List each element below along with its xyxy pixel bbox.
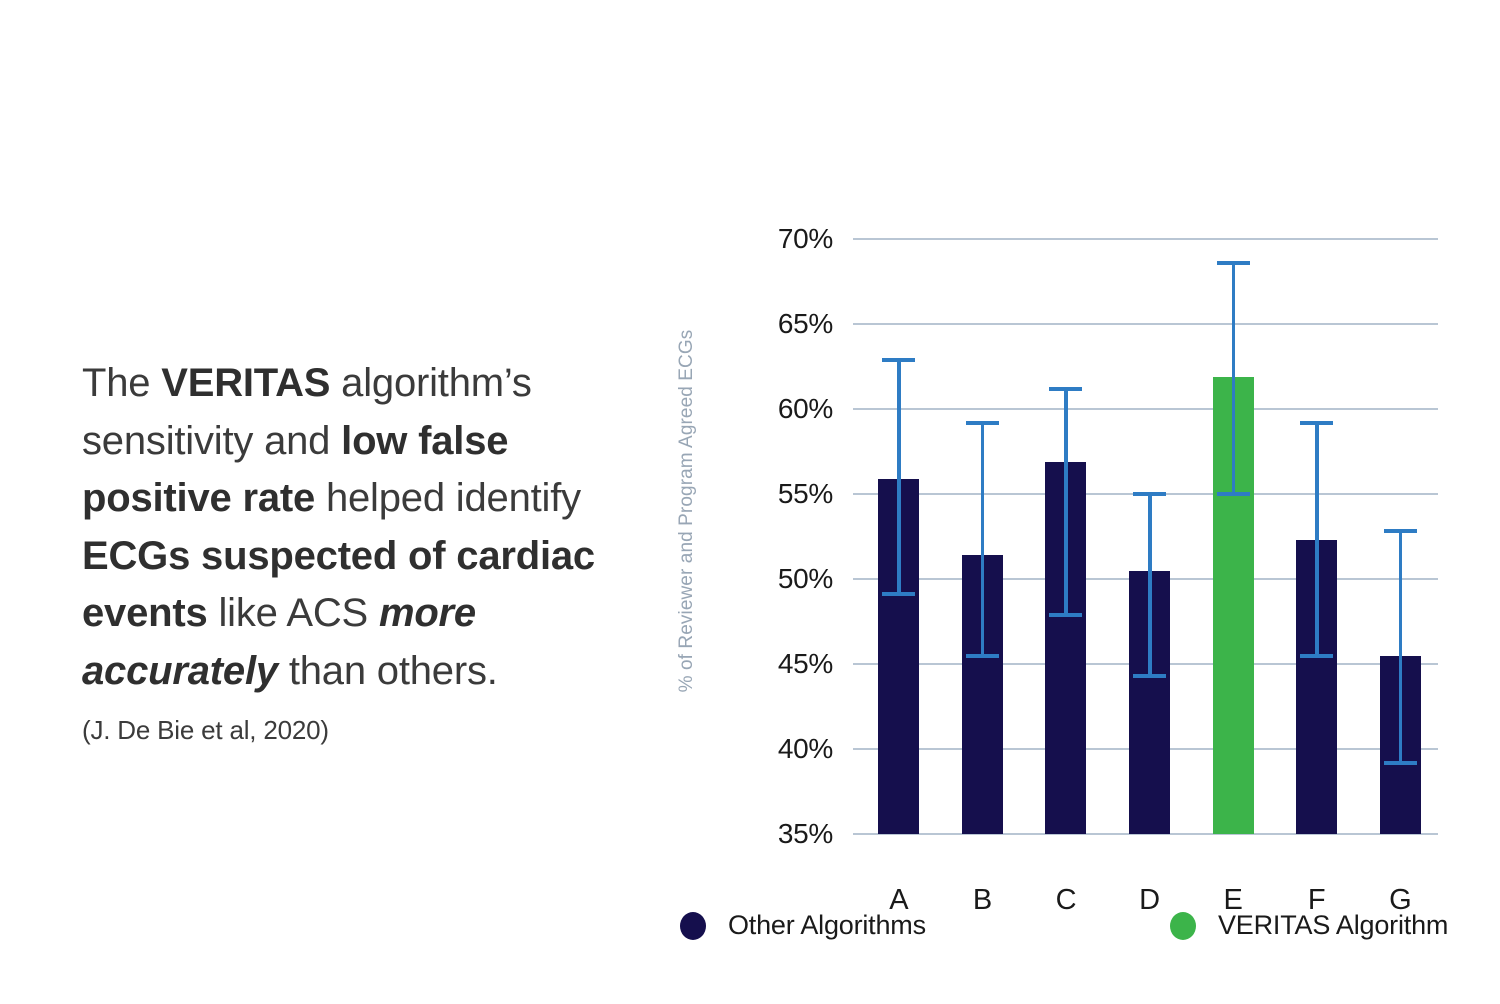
y-tick-label: 40% [777,733,833,764]
x-tick-label-A: A [889,884,909,916]
quote-segment-2: algorithm’s sensitivity and [82,361,532,463]
x-tick-label-C: C [1055,884,1077,916]
x-tick-label-E: E [1223,884,1243,916]
quote-segment-3: low false positive rate [82,418,509,521]
error-bar-cap-upper [882,357,916,362]
error-bar-cap-lower [1133,673,1166,678]
y-tick-label: 50% [777,563,833,594]
quote-segment-7: more accurately [82,591,476,693]
quote-segment-6: like ACS [207,591,379,636]
y-tick-label: 45% [777,648,833,679]
quote-segment-4: helped identify [315,476,581,521]
quote-segment-1: VERITAS [161,361,331,405]
error-bar-D [1129,239,1170,834]
x-tick-label-D: D [1139,884,1160,916]
error-bar-stem [1315,422,1319,656]
error-bar-cap-lower [1383,760,1417,765]
y-tick-label: 35% [777,818,833,849]
error-bar-E [1213,239,1254,834]
error-bar-cap-upper [1216,260,1250,265]
error-bar-G [1380,239,1421,834]
error-bar-stem [980,422,985,656]
legend-label: Other Algorithms [728,910,926,940]
x-tick-label-B: B [972,884,992,916]
plot-area: 70% 65% 60% 55% 50% 45% 40% 35% A B C D E F G [778,223,1438,916]
error-bar-cap-upper [1300,420,1334,425]
y-tick-label: 60% [777,393,833,424]
error-bar-stem [1148,494,1152,676]
error-bar-stem [1398,531,1403,763]
y-tick-label: 65% [777,308,833,339]
gridline [853,833,1438,835]
error-bar-cap-upper [965,420,999,425]
error-bar-C [1045,239,1086,834]
gridline [853,408,1438,410]
quote-text: The VERITAS algorithm’s sensitivity and … [82,355,622,701]
error-bar-B [962,239,1003,834]
error-bar-A [878,239,919,834]
legend-item-veritas-algorithm[interactable]: VERITAS Algorithm [1170,910,1448,941]
legend-label: VERITAS Algorithm [1218,910,1449,940]
error-bar-cap-lower [965,653,999,658]
quote-segment-0: The [82,361,162,405]
quote-segment-8: than others. [277,648,498,693]
x-tick-label-F: F [1307,884,1326,916]
legend-dot-green-icon [1170,911,1196,940]
error-bar-cap-lower [882,592,916,597]
quote-citation: (J. De Bie et al, 2020) [82,714,329,745]
legend-dot-navy-icon [680,911,706,940]
gridline [853,238,1438,240]
gridline [853,323,1438,325]
y-tick-label: 70% [777,223,833,254]
chart-legend: Other Algorithms VERITAS Algorithm [670,910,1460,960]
y-axis-title: % of Reviewer and Program Agreed ECGs [676,329,697,693]
error-bar-stem [1064,388,1068,615]
error-bar-stem [897,359,901,595]
legend-item-other-algorithms[interactable]: Other Algorithms [680,910,926,941]
error-bar-F [1296,239,1337,834]
error-bar-cap-upper [1049,386,1083,391]
x-tick-label-G: G [1389,884,1412,916]
y-tick-label: 55% [777,478,833,509]
bar-chart: % of Reviewer and Program Agreed ECGs 70… [660,210,1460,970]
error-bar-cap-upper [1133,492,1166,496]
error-bar-cap-upper [1383,529,1417,534]
error-bar-cap-lower [1216,492,1250,496]
quote-panel: The VERITAS algorithm’s sensitivity and … [82,355,622,746]
error-bar-cap-lower [1300,653,1334,658]
error-bar-stem [1231,262,1236,494]
quote-segment-5: ECGs suspected of cardiac events [82,533,595,636]
error-bar-cap-lower [1049,612,1083,617]
